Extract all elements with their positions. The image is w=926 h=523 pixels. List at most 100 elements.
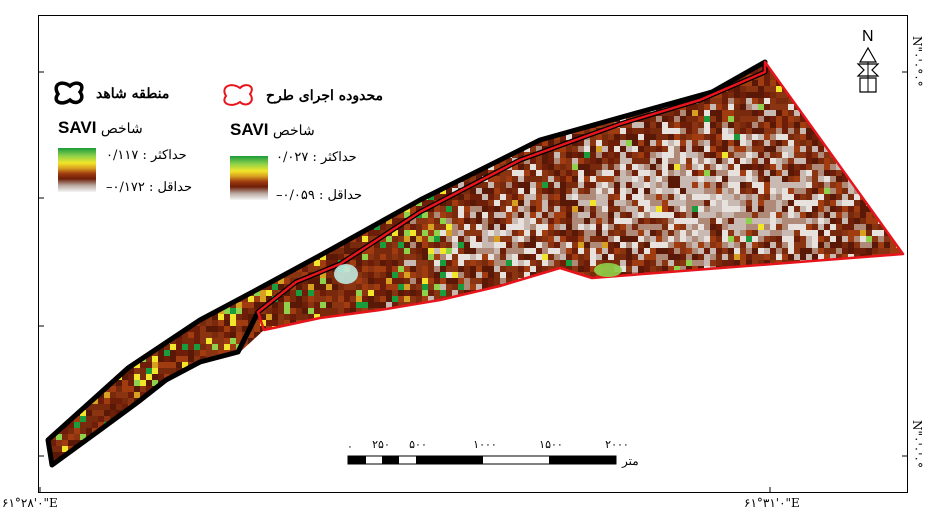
- raster-pixel: [572, 80, 578, 86]
- raster-pixel: [812, 170, 818, 176]
- raster-pixel: [614, 152, 620, 158]
- raster-pixel: [632, 140, 638, 146]
- raster-pixel: [374, 188, 380, 194]
- raster-pixel: [122, 248, 128, 254]
- raster-pixel: [830, 140, 836, 146]
- raster-pixel: [338, 176, 344, 182]
- raster-pixel: [722, 140, 728, 146]
- raster-pixel: [98, 206, 104, 212]
- raster-pixel: [878, 128, 884, 134]
- raster-pixel: [518, 230, 524, 236]
- raster-pixel: [218, 158, 224, 164]
- raster-pixel: [734, 194, 740, 200]
- raster-pixel: [98, 254, 104, 260]
- raster-pixel: [758, 92, 764, 98]
- raster-pixel: [764, 206, 770, 212]
- raster-pixel: [842, 122, 848, 128]
- raster-pixel: [44, 110, 50, 116]
- raster-pixel: [206, 206, 212, 212]
- raster-pixel: [164, 248, 170, 254]
- raster-pixel: [86, 98, 92, 104]
- raster-pixel: [728, 62, 734, 68]
- raster-pixel: [242, 206, 248, 212]
- raster-pixel: [686, 80, 692, 86]
- raster-pixel: [836, 152, 842, 158]
- raster-pixel: [110, 206, 116, 212]
- raster-pixel: [584, 212, 590, 218]
- raster-pixel: [476, 116, 482, 122]
- raster-pixel: [464, 128, 470, 134]
- raster-pixel: [506, 218, 512, 224]
- raster-pixel: [416, 182, 422, 188]
- raster-pixel: [458, 56, 464, 62]
- raster-pixel: [476, 206, 482, 212]
- raster-pixel: [68, 224, 74, 230]
- raster-pixel: [638, 80, 644, 86]
- raster-pixel: [698, 176, 704, 182]
- raster-pixel: [722, 176, 728, 182]
- raster-pixel: [50, 128, 56, 134]
- raster-pixel: [854, 242, 860, 248]
- raster-pixel: [464, 242, 470, 248]
- raster-pixel: [542, 74, 548, 80]
- raster-pixel: [146, 56, 152, 62]
- raster-pixel: [812, 98, 818, 104]
- raster-pixel: [860, 206, 866, 212]
- raster-pixel: [548, 176, 554, 182]
- raster-pixel: [626, 260, 632, 266]
- raster-pixel: [98, 212, 104, 218]
- raster-pixel: [374, 152, 380, 158]
- raster-pixel: [716, 182, 722, 188]
- raster-pixel: [848, 104, 854, 110]
- raster-pixel: [806, 80, 812, 86]
- raster-pixel: [524, 68, 530, 74]
- raster-pixel: [218, 110, 224, 116]
- raster-pixel: [620, 212, 626, 218]
- raster-pixel: [794, 86, 800, 92]
- raster-pixel: [884, 170, 890, 176]
- raster-pixel: [818, 86, 824, 92]
- raster-pixel: [86, 236, 92, 242]
- raster-pixel: [602, 62, 608, 68]
- raster-pixel: [698, 80, 704, 86]
- raster-pixel: [398, 182, 404, 188]
- raster-pixel: [530, 68, 536, 74]
- raster-pixel: [344, 206, 350, 212]
- raster-pixel: [620, 182, 626, 188]
- raster-pixel: [596, 182, 602, 188]
- raster-pixel: [398, 158, 404, 164]
- raster-pixel: [218, 176, 224, 182]
- raster-pixel: [884, 128, 890, 134]
- raster-pixel: [572, 164, 578, 170]
- raster-pixel: [854, 86, 860, 92]
- raster-pixel: [176, 140, 182, 146]
- raster-pixel: [554, 68, 560, 74]
- raster-pixel: [158, 140, 164, 146]
- raster-pixel: [326, 230, 332, 236]
- raster-pixel: [542, 92, 548, 98]
- raster-pixel: [368, 122, 374, 128]
- raster-pixel: [380, 248, 386, 254]
- raster-pixel: [608, 182, 614, 188]
- raster-pixel: [818, 158, 824, 164]
- raster-pixel: [836, 248, 842, 254]
- raster-pixel: [692, 242, 698, 248]
- raster-pixel: [854, 206, 860, 212]
- raster-pixel: [374, 230, 380, 236]
- raster-pixel: [758, 116, 764, 122]
- raster-pixel: [278, 242, 284, 248]
- raster-pixel: [290, 80, 296, 86]
- raster-pixel: [524, 212, 530, 218]
- raster-pixel: [770, 104, 776, 110]
- raster-pixel: [578, 248, 584, 254]
- raster-pixel: [590, 110, 596, 116]
- raster-pixel: [194, 218, 200, 224]
- raster-pixel: [422, 188, 428, 194]
- raster-pixel: [902, 116, 908, 122]
- raster-pixel: [362, 140, 368, 146]
- raster-pixel: [770, 98, 776, 104]
- raster-pixel: [578, 98, 584, 104]
- raster-pixel: [818, 230, 824, 236]
- raster-pixel: [650, 152, 656, 158]
- raster-pixel: [410, 230, 416, 236]
